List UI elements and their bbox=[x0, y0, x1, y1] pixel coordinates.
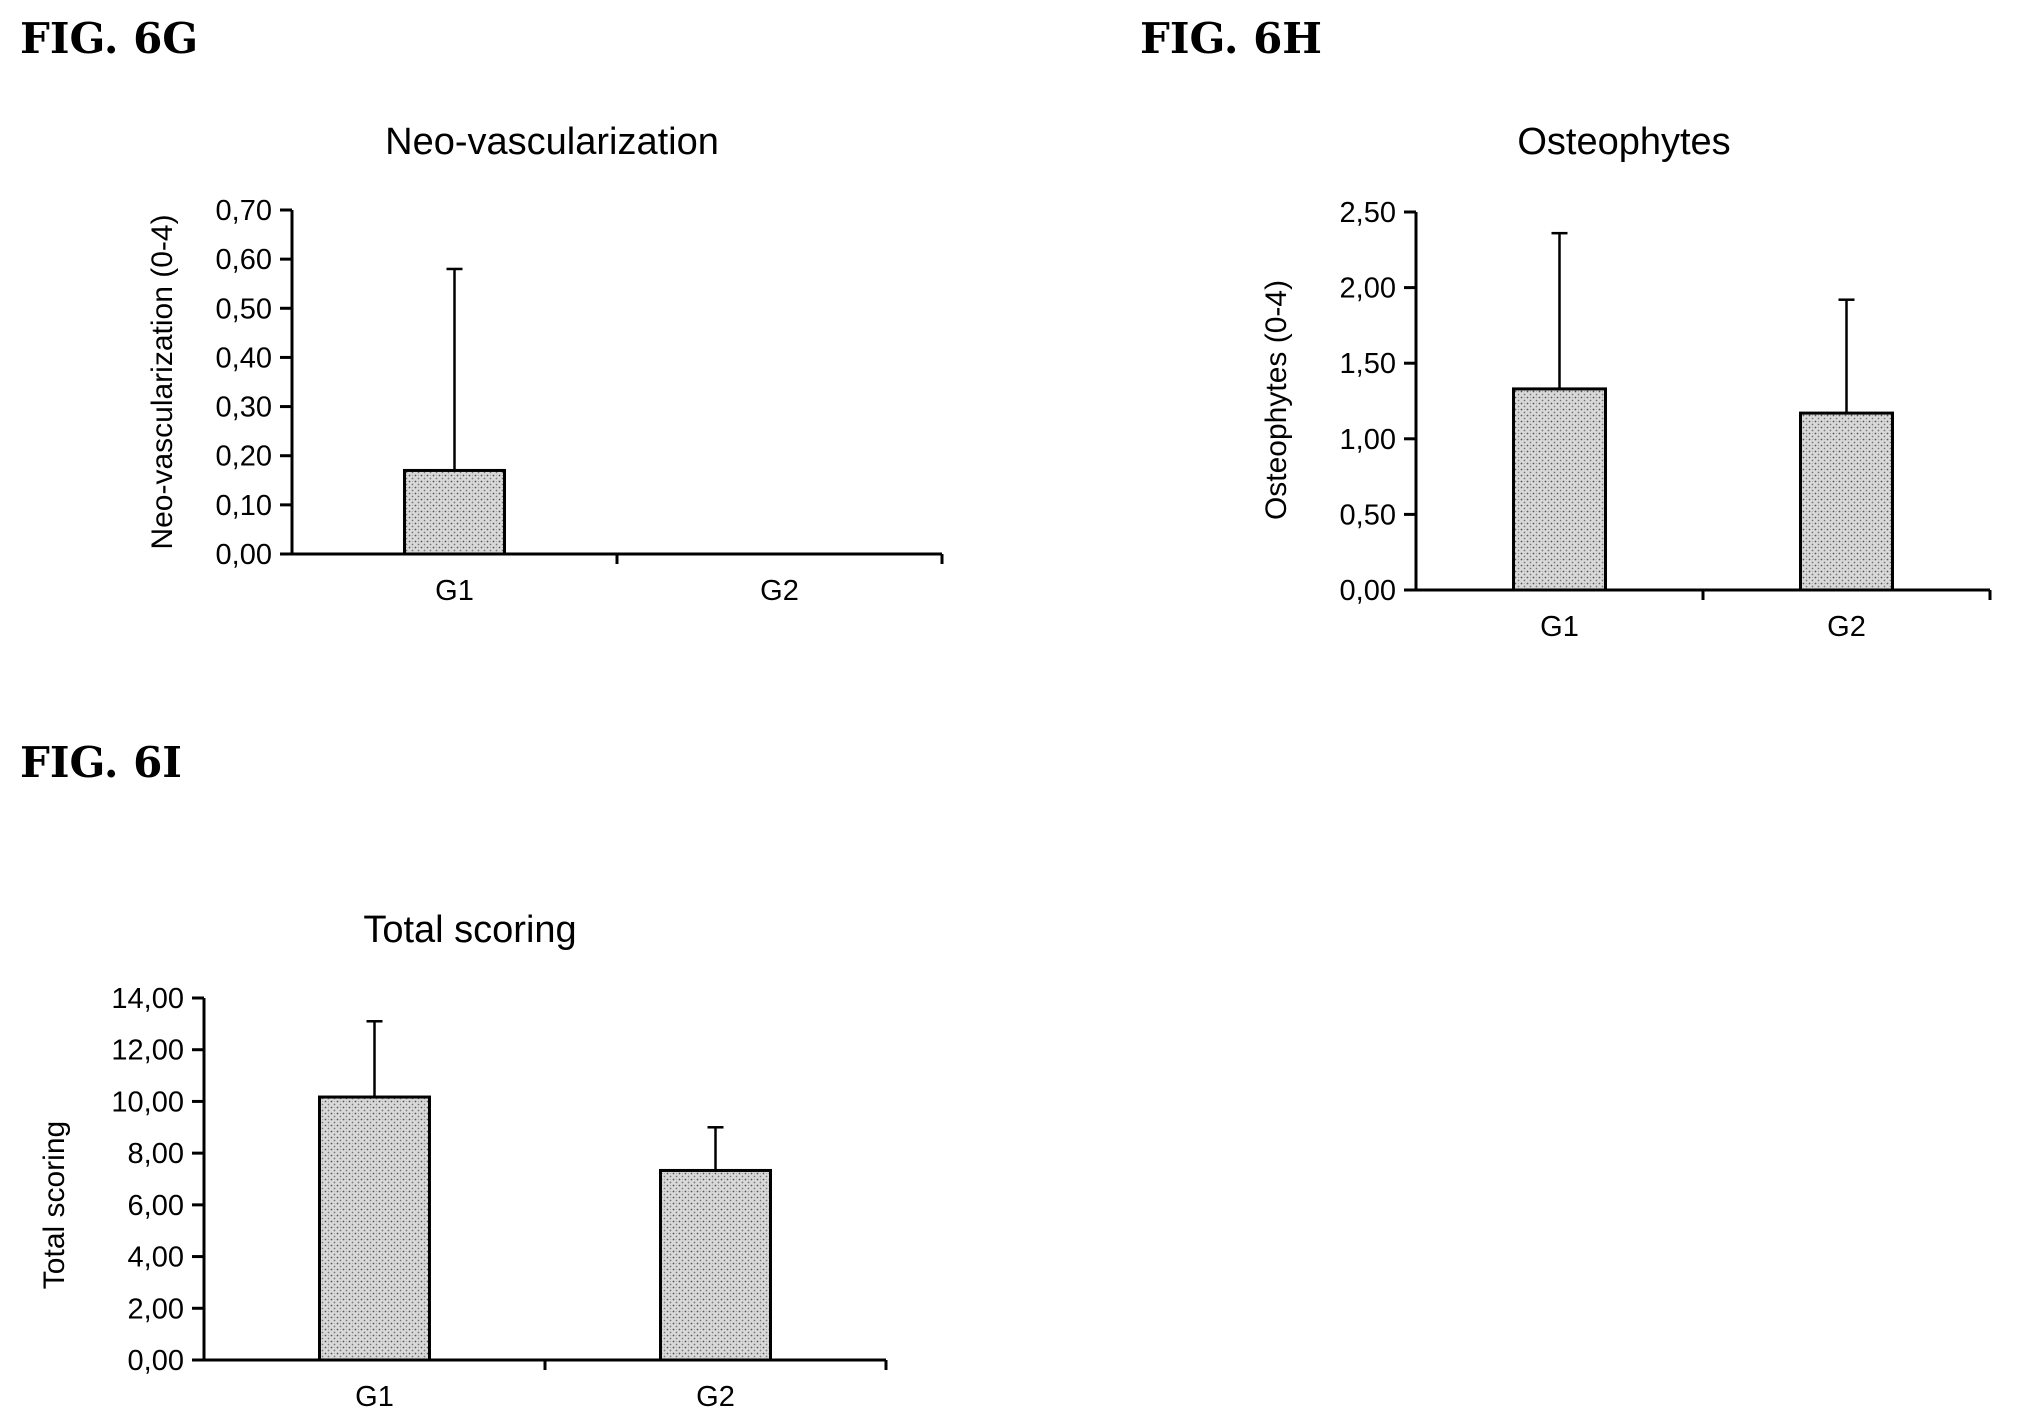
neo-vascularization-chart: Neo-vascularization Neo-vascularization … bbox=[146, 121, 944, 607]
y-tick-label: 0,00 bbox=[1340, 575, 1396, 607]
figure-label-6i: FIG. 6I bbox=[20, 738, 182, 787]
y-tick-label: 2,00 bbox=[128, 1293, 184, 1325]
y-tick-label: 12,00 bbox=[111, 1035, 184, 1067]
bar-g2 bbox=[1799, 411, 1894, 592]
y-tick-label: 6,00 bbox=[128, 1190, 184, 1222]
figure-label-6g: FIG. 6G bbox=[20, 14, 199, 63]
y-tick-label: 10,00 bbox=[111, 1086, 184, 1118]
bar-g2 bbox=[659, 1168, 772, 1362]
y-tick-label: 1,50 bbox=[1340, 348, 1396, 380]
y-axis-label: Neo-vascularization (0-4) bbox=[146, 214, 179, 549]
x-category-label: G1 bbox=[1540, 611, 1579, 643]
y-tick-label: 0,50 bbox=[216, 293, 272, 325]
y-tick-label: 0,00 bbox=[216, 539, 272, 571]
figure-label-6h: FIG. 6H bbox=[1140, 14, 1322, 63]
chart-title: Osteophytes bbox=[1517, 121, 1730, 163]
bar-g1 bbox=[1512, 387, 1607, 592]
osteophytes-chart: Osteophytes Osteophytes (0-4) 0,00 0,50 1,… bbox=[1260, 121, 1992, 643]
y-axis-label: Total scoring bbox=[38, 1121, 71, 1289]
y-tick-label: 0,50 bbox=[1340, 499, 1396, 531]
y-tick-label: 0,60 bbox=[216, 244, 272, 276]
bar-g1 bbox=[403, 468, 506, 556]
y-tick-label: 0,70 bbox=[216, 195, 272, 227]
x-category-label: G2 bbox=[1827, 611, 1866, 643]
y-tick-label: 0,00 bbox=[128, 1345, 184, 1377]
y-tick-label: 0,10 bbox=[216, 490, 272, 522]
y-tick-label: 14,00 bbox=[111, 983, 184, 1015]
y-tick-label: 1,00 bbox=[1340, 424, 1396, 456]
total-scoring-chart: Total scoring Total scoring 0,00 2,00 4,00… bbox=[38, 909, 888, 1413]
y-tick-label: 0,40 bbox=[216, 342, 272, 374]
x-category-label: G1 bbox=[355, 1381, 394, 1413]
chart-title: Neo-vascularization bbox=[385, 121, 719, 163]
chart-title: Total scoring bbox=[363, 909, 576, 951]
y-tick-label: 2,00 bbox=[1340, 273, 1396, 305]
y-tick-label: 2,50 bbox=[1340, 197, 1396, 229]
y-tick-label: 4,00 bbox=[128, 1242, 184, 1274]
x-category-label: G1 bbox=[435, 575, 474, 607]
y-tick-label: 0,30 bbox=[216, 392, 272, 424]
bar-g1 bbox=[318, 1095, 431, 1362]
y-tick-label: 8,00 bbox=[128, 1138, 184, 1170]
y-tick-label: 0,20 bbox=[216, 441, 272, 473]
x-category-label: G2 bbox=[760, 575, 799, 607]
x-category-label: G2 bbox=[696, 1381, 735, 1413]
y-axis-label: Osteophytes (0-4) bbox=[1260, 280, 1293, 520]
